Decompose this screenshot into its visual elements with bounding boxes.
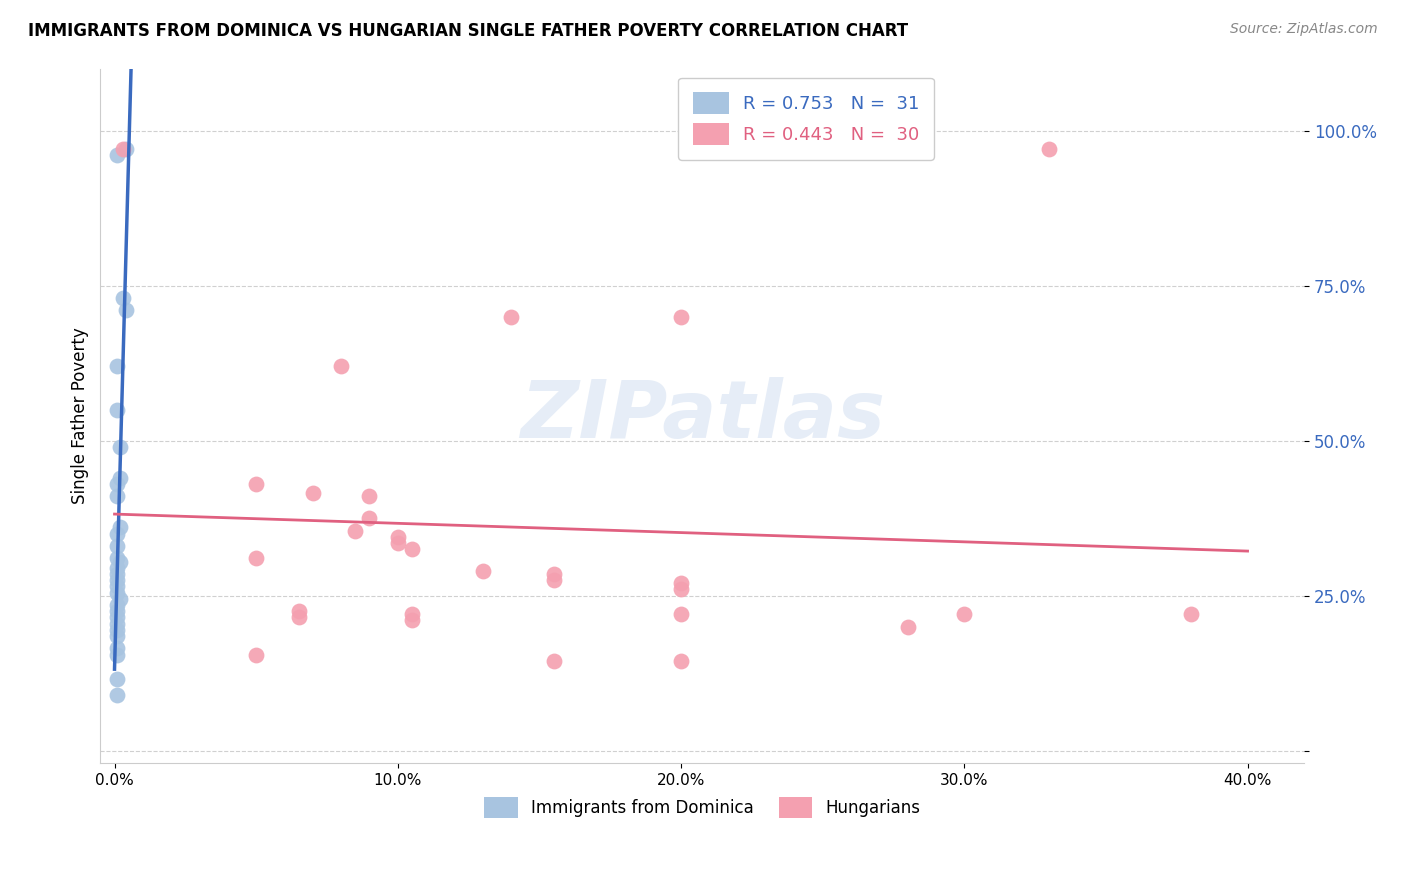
Point (105, 616, 128, 631)
Point (108, 555, 131, 569)
Point (387, 536, 409, 550)
Point (359, 511, 381, 525)
Point (105, 573, 128, 587)
Point (105, 561, 128, 575)
Point (108, 471, 131, 485)
Point (105, 610, 128, 624)
Point (401, 542, 423, 557)
Point (401, 607, 423, 622)
Y-axis label: Single Father Poverty: Single Father Poverty (72, 327, 89, 504)
Point (501, 310, 523, 324)
Point (359, 490, 381, 504)
Point (669, 607, 692, 622)
Point (105, 585, 128, 599)
Point (105, 539, 128, 553)
Point (105, 598, 128, 612)
Point (108, 520, 131, 534)
Point (245, 648, 267, 662)
Point (287, 610, 309, 624)
Point (387, 530, 409, 544)
Text: Source: ZipAtlas.com: Source: ZipAtlas.com (1230, 22, 1378, 37)
Point (105, 623, 128, 637)
Point (669, 576, 692, 591)
Point (105, 490, 128, 504)
Point (1038, 142, 1060, 156)
Point (543, 654, 565, 668)
Point (105, 566, 128, 581)
Point (344, 524, 367, 538)
Point (105, 148, 128, 162)
Point (105, 579, 128, 593)
Point (105, 359, 128, 374)
Point (543, 566, 565, 581)
Point (105, 402, 128, 417)
Point (105, 688, 128, 702)
Point (105, 641, 128, 656)
Point (245, 477, 267, 491)
Point (897, 620, 920, 634)
Point (105, 551, 128, 566)
Point (543, 573, 565, 587)
Point (108, 591, 131, 606)
Point (301, 486, 323, 500)
Point (105, 477, 128, 491)
Point (105, 673, 128, 687)
Point (111, 291, 134, 305)
Point (115, 142, 138, 156)
Point (471, 564, 494, 578)
Point (105, 526, 128, 541)
Point (108, 440, 131, 454)
Point (105, 604, 128, 618)
Point (115, 303, 138, 318)
Point (669, 654, 692, 668)
Point (1180, 607, 1202, 622)
Point (669, 310, 692, 324)
Point (111, 142, 134, 156)
Point (330, 359, 353, 374)
Text: IMMIGRANTS FROM DOMINICA VS HUNGARIAN SINGLE FATHER POVERTY CORRELATION CHART: IMMIGRANTS FROM DOMINICA VS HUNGARIAN SI… (28, 22, 908, 40)
Text: ZIPatlas: ZIPatlas (520, 376, 884, 455)
Point (105, 648, 128, 662)
Point (105, 629, 128, 643)
Point (287, 604, 309, 618)
Legend: Immigrants from Dominica, Hungarians: Immigrants from Dominica, Hungarians (478, 790, 927, 824)
Point (669, 582, 692, 597)
Point (245, 551, 267, 566)
Point (401, 614, 423, 628)
Point (953, 607, 976, 622)
